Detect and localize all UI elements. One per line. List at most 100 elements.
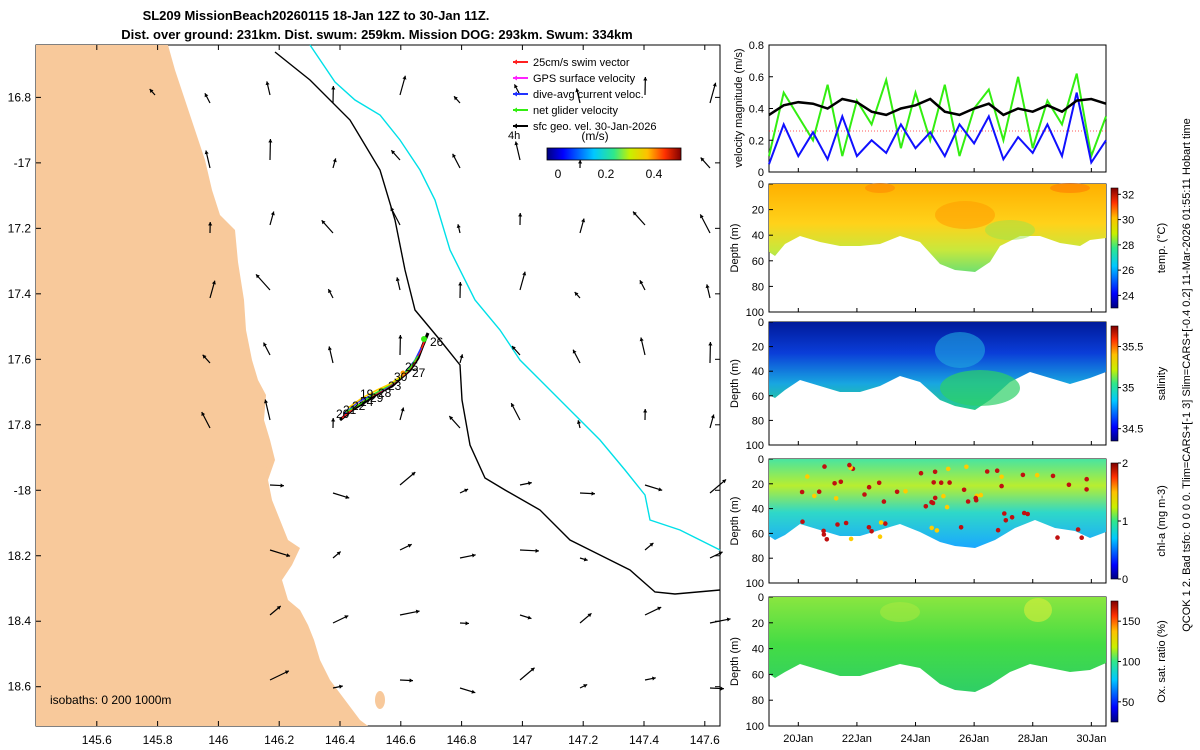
chl-sample-dot [929,525,934,531]
map-y-tick-label: 17.4 [8,287,32,301]
chlorophyll-panel [768,458,1107,584]
section-colorbars: 24 26 28 30 32 temp. (°C) 34.5 35 35.5 salinity 0 1… [1110,187,1168,723]
map-y-tick-label: 16.8 [8,90,32,104]
velocity-arrow-head [331,418,336,422]
chl-sample-dot [918,470,924,476]
velocity-arrow-head [456,224,461,229]
velocity-ylabel: velocity magnitude (m/s) [733,48,745,167]
chl-sample-dot [958,525,964,530]
salinity-mid-patch [935,332,985,368]
colorbar-tick-label: 35 [1122,383,1134,395]
velocity-series-swim [768,73,1107,160]
velocity-arrow-head [268,139,273,143]
chl-sample-dot [1034,472,1040,478]
date-ticks: 20Jan 22Jan 24Jan 26Jan 28Jan 30Jan [783,168,1106,745]
chl-sample-dot [822,464,827,469]
velocity-arrow-head [204,93,209,98]
date-tick-label: 22Jan [842,733,872,745]
colorbar-label: salinity [1156,366,1168,400]
glider-track [339,332,430,422]
velocity-arrow-head [700,157,705,162]
velocity-arrow-head [345,495,350,499]
chl-sample-dot [838,479,844,485]
track-label-21: 21 [343,403,357,417]
track-label-29: 29 [370,391,384,405]
map-x-tick-label: 146.8 [447,733,477,747]
map-y-tick-label: 18.6 [8,680,32,694]
date-tick-label: 30Jan [1076,733,1106,745]
depth-tick-label: 100 [746,578,764,590]
chl-sample-dot [984,469,990,474]
chl-sample-dot [847,462,852,468]
depth-tick-label: 60 [752,256,764,268]
velocity-arrow-head [276,605,281,610]
colorbar-tick-label: 28 [1122,240,1134,252]
chl-sample-dot [878,520,884,525]
colorbar-tick-label: 26 [1122,265,1134,277]
velocity-arrow-head [256,274,260,279]
chl-sample-dot [824,537,830,542]
chl-sample-dot [932,469,938,475]
temperature-warm-patches [865,183,1090,240]
velocity-arrow [255,273,271,291]
chl-sample-dot [805,474,810,479]
velocity-arrow-head [522,271,527,276]
chl-sample-dot [877,534,883,539]
colorbar-tick-label: 100 [1122,657,1140,669]
chl-sample-dot [934,528,940,533]
depth-tick-label: 60 [752,528,764,540]
depth-tick-label: 0 [758,179,764,191]
depth-tick-label: 100 [746,721,764,733]
map-x-tick-label: 147 [512,733,532,747]
chl-sample-dot [1055,535,1060,540]
track-label-30: 30 [394,370,408,384]
depth-tick-label: 100 [746,307,764,319]
velocity-arrow-head [572,349,577,354]
map-y-tick-label: -18 [14,483,32,497]
depth-tick-label: 80 [752,415,764,427]
chlorophyll-field [769,459,1106,548]
salinity-field [769,322,1106,410]
velocity-arrow-head [331,86,336,90]
chl-sample-dot [1020,472,1026,478]
velocity-arrow-head [211,280,216,285]
chl-sample-dot [1025,511,1030,517]
velocity-arrow-head [530,667,535,672]
map-x-ticks: 145.6 145.8 146 146.2 146.4 146.6 146.8 147 147.… [82,45,720,747]
chl-sample-dot [866,484,872,490]
track-label-22: 22 [352,399,366,413]
island [375,691,385,709]
section-colorbar [1110,462,1119,580]
depth-tick-label: 20 [752,205,764,217]
map-y-tick-label: 17.2 [8,221,32,235]
chl-sample-dot [994,468,1000,474]
depth-axis-label: Depth (m) [729,637,741,686]
depth-tick-label: 80 [752,553,764,565]
velocity-arrow-head [391,150,396,155]
chl-sample-dot [833,496,839,501]
depth-tick-label: 0 [758,592,764,604]
chl-sample-dot [800,519,805,524]
velocity-arrow-head [263,342,267,347]
velocity-arrow-head [459,354,464,359]
legend-arrowhead-blue [513,91,517,97]
velocity-arrow-head [204,150,209,155]
velocity-arrow-head [201,412,206,417]
velocity-arrow-head [265,81,270,86]
depth-tick-label: 0 [758,317,764,329]
colorbar-tick-label: 50 [1122,697,1134,709]
velocity-arrow-head [700,214,704,219]
velocity-arrow-head [336,551,341,556]
depth-tick-label: 40 [752,366,764,378]
right-side-label: QCOK 1 2. Bad tsfo: 0 0 0 0. Tlim=CARS+[… [1181,118,1193,632]
colorbar-tick: 0.2 [598,167,615,181]
velocity-arrow-head [575,88,580,93]
velocity-arrow-head [649,542,654,547]
velocity-arrow-head [464,488,469,493]
velocity-arrow-head [407,543,412,548]
oxygen-panel [768,596,1107,727]
map-panel: 26 27 30 23 28 29 24 22 21 20 19 25 145.… [8,44,731,747]
track-label-19: 19 [360,387,374,401]
velocity-arrow [709,82,717,104]
